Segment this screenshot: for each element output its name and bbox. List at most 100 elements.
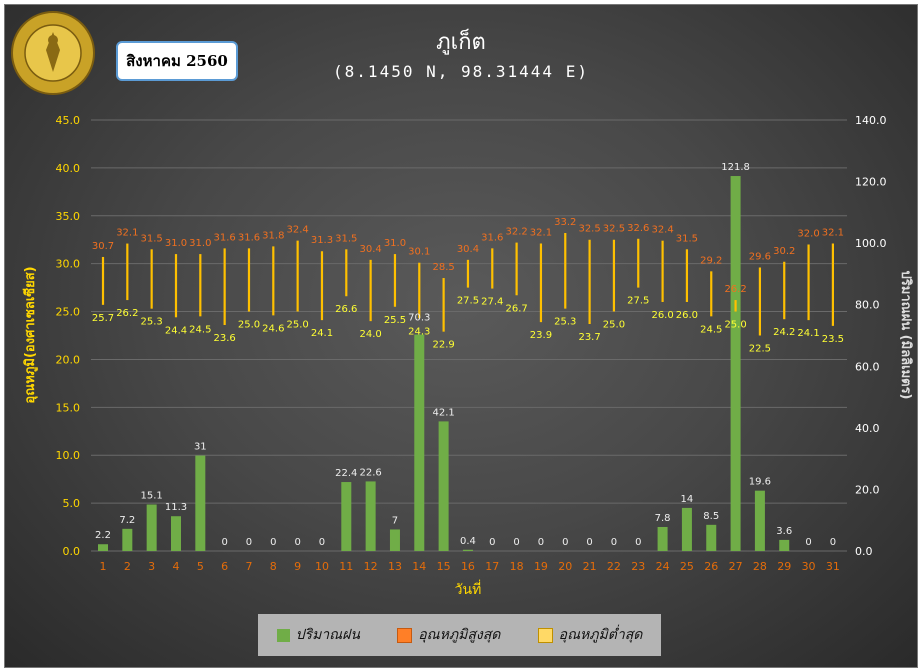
max-temp-label: 32.0 <box>797 229 819 240</box>
tmd-logo <box>11 11 95 95</box>
y-tick-label: 35.0 <box>56 210 81 223</box>
min-temp-label: 27.4 <box>481 297 503 308</box>
min-temp-label: 25.3 <box>141 317 163 328</box>
rain-bar <box>681 507 692 551</box>
rain-bar <box>122 528 133 551</box>
min-temp-label: 26.2 <box>116 308 138 319</box>
max-temp-label: 30.4 <box>457 244 479 255</box>
min-temp-label: 25.5 <box>384 315 406 326</box>
max-temp-label: 31.0 <box>384 238 406 249</box>
max-temp-label: 32.4 <box>651 225 673 236</box>
y2-tick-label: 140.0 <box>855 114 887 127</box>
max-temp-label: 31.6 <box>238 232 260 243</box>
x-tick-label: 22 <box>607 560 621 573</box>
rain-bar <box>389 529 400 551</box>
x-tick-label: 11 <box>339 560 353 573</box>
y2-tick-label: 60.0 <box>855 360 880 373</box>
min-temp-label: 24.0 <box>359 329 381 340</box>
min-temp-label: 22.9 <box>432 340 454 351</box>
rain-bar <box>706 524 717 551</box>
x-axis-label: วันที่ <box>455 580 482 598</box>
chart-frame <box>4 4 918 668</box>
min-temp-label: 26.6 <box>335 304 357 315</box>
y2-axis-label: ปริมาณฝน (มิลลิเมตร) <box>898 270 913 399</box>
max-temp-label: 32.2 <box>505 227 527 238</box>
min-temp-label: 26.0 <box>676 310 698 321</box>
y-tick-label: 0.0 <box>63 545 81 558</box>
x-tick-label: 31 <box>826 560 840 573</box>
y-tick-label: 5.0 <box>63 497 81 510</box>
rain-label: 31 <box>194 442 207 453</box>
chart-subtitle: (8.1450 N, 98.31444 E) <box>333 62 589 81</box>
rain-label: 22.6 <box>359 467 381 478</box>
x-tick-label: 27 <box>729 560 743 573</box>
rain-bar <box>779 539 790 551</box>
rain-bar <box>414 334 425 551</box>
rain-label: 22.4 <box>335 468 357 479</box>
rain-label: 7.2 <box>119 515 135 526</box>
chart-title: ภูเก็ต <box>436 30 486 55</box>
x-tick-label: 4 <box>172 560 179 573</box>
max-temp-label: 32.1 <box>116 228 138 239</box>
rain-label: 0 <box>586 537 592 548</box>
min-temp-label: 27.5 <box>457 296 479 307</box>
x-tick-label: 26 <box>704 560 718 573</box>
rain-label: 7.8 <box>655 513 671 524</box>
rain-label: 0 <box>805 537 811 548</box>
x-tick-label: 6 <box>221 560 228 573</box>
y-tick-label: 20.0 <box>56 353 81 366</box>
rain-label: 0 <box>562 537 568 548</box>
rain-bar <box>657 526 668 551</box>
y-tick-label: 25.0 <box>56 306 81 319</box>
max-temp-label: 29.6 <box>749 251 771 262</box>
x-tick-label: 21 <box>583 560 597 573</box>
max-temp-label: 32.5 <box>578 224 600 235</box>
rain-label: 0 <box>319 537 325 548</box>
x-tick-label: 3 <box>148 560 155 573</box>
max-temp-label: 32.4 <box>287 225 309 236</box>
x-tick-label: 18 <box>510 560 524 573</box>
rain-label: 11.3 <box>165 502 187 513</box>
x-tick-label: 30 <box>802 560 816 573</box>
max-temp-label: 32.6 <box>627 223 649 234</box>
min-temp-label: 23.9 <box>530 330 552 341</box>
min-temp-label: 25.7 <box>92 313 114 324</box>
max-temp-label: 30.4 <box>359 244 381 255</box>
rain-label: 42.1 <box>432 407 454 418</box>
rain-label: 15.1 <box>141 491 163 502</box>
max-temp-label: 26.2 <box>724 284 746 295</box>
y2-tick-label: 40.0 <box>855 422 880 435</box>
max-temp-label: 31.5 <box>141 233 163 244</box>
min-temp-label: 24.2 <box>773 327 795 338</box>
x-tick-label: 12 <box>364 560 378 573</box>
rain-label: 0 <box>513 537 519 548</box>
min-temp-label: 24.1 <box>311 328 333 339</box>
max-temp-label: 32.5 <box>603 224 625 235</box>
month-label: สิงหาคม 2560 <box>116 41 238 81</box>
rain-label: 7 <box>392 515 398 526</box>
legend-item-rain: ปริมาณฝน <box>276 624 360 646</box>
y2-tick-label: 100.0 <box>855 237 887 250</box>
x-tick-label: 29 <box>777 560 791 573</box>
rain-label: 70.3 <box>408 312 430 323</box>
rain-label: 0 <box>830 537 836 548</box>
min-temp-label: 24.3 <box>408 326 430 337</box>
rain-label: 0.4 <box>460 536 476 547</box>
x-tick-label: 10 <box>315 560 329 573</box>
rain-label: 0 <box>270 537 276 548</box>
y2-tick-label: 120.0 <box>855 176 887 189</box>
max-temp-label: 31.0 <box>165 238 187 249</box>
max-temp-label: 31.6 <box>481 232 503 243</box>
min-temp-label: 22.5 <box>749 344 771 355</box>
x-tick-label: 23 <box>631 560 645 573</box>
max-temp-label: 31.3 <box>311 235 333 246</box>
min-temp-label: 24.6 <box>262 323 284 334</box>
min-temp-label: 25.0 <box>287 320 309 331</box>
x-tick-label: 20 <box>558 560 572 573</box>
min-temp-label: 26.7 <box>505 303 527 314</box>
x-tick-label: 28 <box>753 560 767 573</box>
y-axis-label: อุณหภูมิ(องศาเซลเซียส) <box>22 266 38 403</box>
max-temp-label: 28.5 <box>432 262 454 273</box>
max-temp-label: 31.6 <box>214 232 236 243</box>
min-temp-label: 24.5 <box>189 324 211 335</box>
